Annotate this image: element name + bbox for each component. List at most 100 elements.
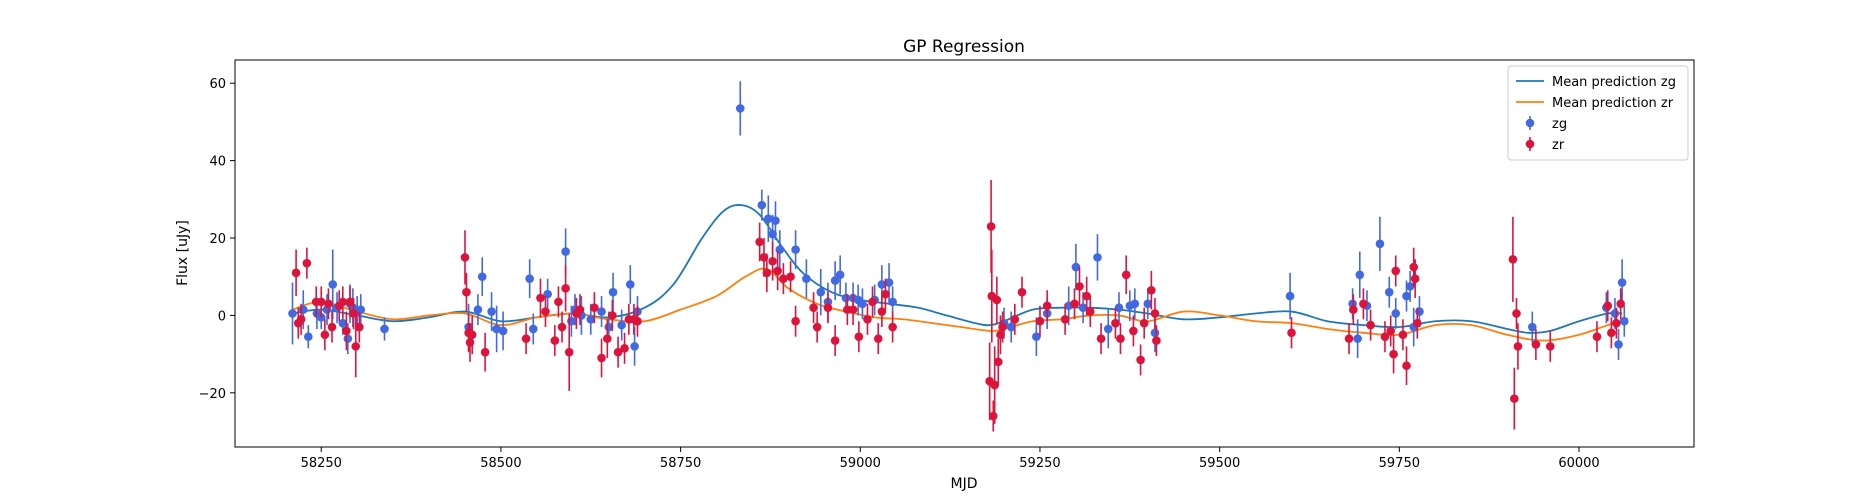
zg-data-point [1614, 340, 1623, 349]
zr-data-point [613, 347, 623, 357]
zr-data-point [1116, 334, 1125, 343]
zg-data-point [288, 309, 297, 318]
zr-data-point [791, 316, 800, 326]
zg-data-point [477, 272, 487, 282]
zg-data-point [816, 287, 826, 297]
zg-data-point [586, 314, 596, 324]
zr-data-point [1017, 287, 1027, 297]
zr-data-point [1531, 340, 1541, 349]
zr-data-point [1121, 270, 1131, 280]
zr-data-point [1010, 314, 1020, 324]
zr-data-point [1380, 332, 1390, 342]
zr-data-point [1386, 326, 1396, 336]
zg-data-point [597, 307, 606, 316]
x-tick-label: 59000 [840, 456, 881, 471]
zg-data-point [1071, 262, 1081, 272]
legend-label: Mean prediction zr [1552, 96, 1674, 111]
zr-data-point [590, 303, 599, 312]
y-tick-label: −20 [199, 387, 226, 402]
zg-data-point [525, 274, 534, 283]
zg-data-point [380, 324, 389, 334]
zg-data-point [1375, 239, 1385, 249]
zr-data-point [1075, 282, 1084, 291]
legend-label: zg [1552, 117, 1567, 132]
zr-data-point [1616, 299, 1625, 309]
zg-data-point [858, 299, 867, 309]
zr-data-point [349, 309, 358, 318]
zr-data-point [773, 266, 782, 276]
zr-data-point [460, 253, 470, 262]
zr-data-point [786, 272, 795, 282]
zr-data-point [620, 344, 629, 353]
zr-data-point [1508, 255, 1518, 264]
zr-data-point [1287, 328, 1296, 338]
zg-data-point [1617, 278, 1627, 287]
zr-data-point [597, 353, 606, 363]
zr-data-point [462, 287, 471, 297]
y-axis-label: Flux [uJy] [175, 220, 191, 286]
zg-data-point [528, 324, 538, 334]
zr-data-point [1603, 301, 1613, 311]
zr-data-point [1111, 318, 1120, 328]
legend-label: Mean prediction zg [1552, 75, 1676, 90]
zg-data-point [1130, 299, 1140, 309]
x-axis: 58250 58500 58750 59000 59250 59500 59750 60000 [301, 447, 1600, 471]
zg-data-point [888, 297, 897, 307]
zr-data-point [1136, 355, 1145, 365]
x-tick-label: 58500 [480, 456, 521, 471]
zg-data-point [1285, 291, 1295, 301]
x-axis-label: MJD [951, 476, 978, 492]
zr-data-point [608, 311, 617, 320]
zg-data-point [1527, 322, 1537, 332]
chart-title: GP Regression [903, 37, 1025, 57]
zg-data-point [771, 216, 780, 225]
zr-data-point [1139, 318, 1149, 328]
zr-data-point [1513, 342, 1523, 351]
x-tick-label: 58750 [660, 456, 701, 471]
zr-data-point [1085, 307, 1095, 316]
zr-data-point [881, 289, 890, 299]
zr-data-point [602, 334, 612, 343]
x-tick-label: 60000 [1558, 456, 1599, 471]
zr-data-point [536, 293, 545, 303]
series-zr [291, 179, 1625, 432]
zr-data-point [1389, 349, 1398, 359]
zr-data-point [575, 305, 585, 314]
zg-data-point [1610, 309, 1620, 318]
zg-data-point [1150, 328, 1160, 338]
zg-data-point [735, 104, 745, 113]
zg-data-point [1353, 334, 1362, 343]
zr-data-point [1410, 274, 1420, 283]
zg-data-point [835, 270, 845, 280]
zr-data-point [988, 411, 998, 421]
zr-data-point [550, 336, 560, 345]
zr-data-point [996, 330, 1005, 340]
zg-data-point [763, 214, 773, 223]
zr-data-point [755, 237, 764, 247]
zg-data-point [561, 247, 570, 256]
zr-data-point [1402, 361, 1411, 371]
zr-data-point [823, 303, 833, 312]
zg-data-point [473, 305, 483, 314]
zg-data-point [625, 280, 635, 289]
legend-marker-swatch [1525, 139, 1535, 149]
zr-data-point [633, 316, 642, 326]
zg-data-point [1078, 303, 1088, 312]
zr-data-point [854, 332, 864, 342]
zg-data-point [757, 200, 767, 210]
zg-data-point [316, 313, 326, 322]
zr-data-point [1512, 309, 1521, 318]
zr-data-point [868, 297, 877, 307]
zr-data-point [1096, 334, 1106, 343]
zg-data-point [1143, 299, 1153, 309]
zg-data-point [1103, 324, 1113, 334]
zr-data-point [1344, 334, 1354, 343]
legend-box [1507, 65, 1689, 161]
zr-data-point [296, 314, 306, 324]
zr-data-point [848, 305, 858, 314]
zr-data-point [830, 336, 840, 345]
zr-data-point [561, 284, 570, 293]
zr-data-point [1366, 320, 1375, 330]
zr-data-point [1150, 309, 1160, 318]
